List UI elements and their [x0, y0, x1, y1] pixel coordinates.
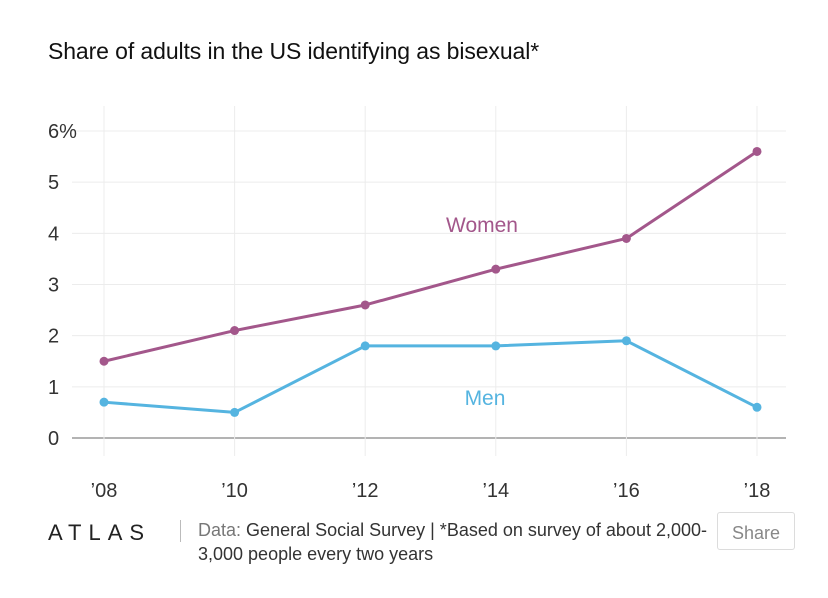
data-point-men: [621, 336, 631, 346]
series-line-women: [102, 149, 759, 363]
share-button[interactable]: Share: [717, 512, 795, 550]
series-line-men: [102, 339, 759, 414]
data-point-women: [752, 146, 762, 156]
data-point-women: [621, 233, 631, 243]
y-tick-label: 6%: [48, 121, 77, 143]
x-axis-ticks: ’08 ’10 ’12 ’14 ’16 ’18: [91, 480, 771, 502]
y-tick-label: 1: [48, 377, 59, 399]
data-point-men: [360, 341, 370, 351]
grid-lines: [72, 106, 786, 456]
data-point-women: [99, 356, 109, 366]
source-note: Data: General Social Survey | *Based on …: [198, 518, 718, 566]
atlas-logo[interactable]: ATLAS: [48, 520, 152, 545]
source-label: Data:: [198, 520, 242, 540]
y-tick-label: 4: [48, 223, 59, 245]
x-tick-label: ’10: [221, 480, 248, 502]
data-point-men: [230, 407, 240, 417]
y-tick-label: 0: [48, 428, 59, 450]
chart-title: Share of adults in the US identifying as…: [48, 38, 540, 64]
x-tick-label: ’16: [613, 480, 640, 502]
series-label-men: Men: [465, 387, 506, 410]
y-tick-label: 2: [48, 326, 59, 348]
footer-divider: [180, 520, 181, 542]
source-text: General Social Survey | *Based on survey…: [198, 520, 707, 564]
x-tick-label: ’18: [744, 480, 771, 502]
x-tick-label: ’08: [91, 480, 118, 502]
series-group: [99, 146, 762, 417]
series-label-women: Women: [446, 214, 518, 237]
data-point-women: [230, 326, 240, 336]
y-tick-label: 5: [48, 172, 59, 194]
x-tick-label: ’14: [482, 480, 509, 502]
y-axis-ticks: 0 1 2 3 4 5 6%: [48, 121, 77, 450]
data-point-men: [99, 397, 109, 407]
series-labels: Women Men: [446, 214, 518, 410]
data-point-men: [752, 402, 762, 412]
y-tick-label: 3: [48, 275, 59, 297]
data-point-men: [491, 341, 501, 351]
data-point-women: [491, 264, 501, 274]
x-tick-label: ’12: [352, 480, 379, 502]
footer: ATLAS Data: General Social Survey | *Bas…: [48, 512, 808, 582]
line-chart: 0 1 2 3 4 5 6% ’08 ’10 ’12 ’14 ’16 ’18 Women Men: [48, 106, 786, 502]
data-point-women: [360, 300, 370, 310]
